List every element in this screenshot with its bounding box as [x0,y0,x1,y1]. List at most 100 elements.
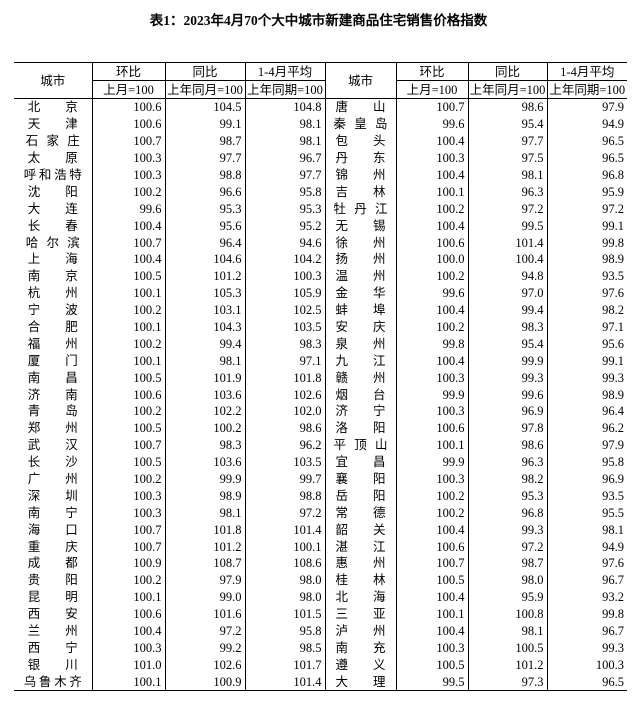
header-row: 城市 环比 同比 1-4月平均 城市 环比 同比 1-4月平均 [14,62,627,99]
city-name: 南宁 [27,505,78,520]
mom-value: 100.4 [395,588,468,606]
city-cell: 扬州 [324,251,396,268]
city-cell: 西宁 [14,640,92,657]
ytd-value: 101.5 [244,605,325,623]
mom-value: 99.8 [395,335,468,353]
table-row: 西安 100.6 101.6 101.5 三亚 100.1 100.8 99.8 [14,605,627,623]
ytd-value: 95.5 [546,504,627,522]
ytd-value: 95.9 [546,183,627,201]
mom-value: 100.2 [395,267,468,285]
price-index-table: 城市 环比 同比 1-4月平均 城市 环比 同比 1-4月平均 上月=100 上… [14,62,627,692]
yoy-value: 97.8 [467,419,547,437]
city-name: 平顶山 [333,438,388,453]
city-cell: 秦皇岛 [324,115,396,133]
yoy-value: 97.5 [467,149,547,167]
city-name: 哈尔滨 [25,235,80,250]
city-name: 蚌埠 [335,303,386,318]
yoy-value: 98.8 [164,166,245,184]
city-cell: 杭州 [14,285,92,302]
city-cell: 遵义 [324,656,396,674]
city-name: 韶关 [335,522,386,537]
mom-value: 100.3 [91,639,165,657]
yoy-value: 98.6 [467,98,547,116]
yoy-value: 98.7 [467,555,547,572]
header-ytd: 1-4月平均 [546,62,627,81]
mom-value: 100.5 [91,453,165,471]
ytd-value: 96.9 [546,470,627,488]
city-cell: 长春 [14,217,92,234]
city-name: 三亚 [335,607,386,622]
yoy-value: 99.4 [467,301,547,319]
table-row: 乌鲁木齐 100.1 100.9 101.4 大理 99.5 97.3 96.5 [14,673,627,692]
city-cell: 唐山 [324,98,396,116]
yoy-value: 101.8 [164,521,245,539]
city-name: 石家庄 [25,134,80,149]
ytd-value: 101.7 [244,656,325,674]
table-row: 重庆 100.7 101.2 100.1 湛江 100.6 97.2 94.9 [14,538,627,556]
yoy-value: 99.3 [467,369,547,387]
yoy-value: 101.2 [467,656,547,674]
city-cell: 深圳 [14,487,92,504]
mom-value: 100.4 [91,217,165,235]
ytd-value: 96.5 [546,132,627,150]
city-name: 呼和浩特 [23,168,82,182]
city-name: 乌鲁木齐 [23,674,82,689]
mom-value: 100.3 [395,403,468,420]
ytd-value: 105.9 [244,284,325,302]
city-name: 郑州 [27,421,78,436]
table-row: 杭州 100.1 105.3 105.9 金华 99.6 97.0 97.6 [14,284,627,302]
yoy-value: 95.4 [467,335,547,353]
yoy-value: 97.2 [164,622,245,640]
city-cell: 锦州 [324,166,396,184]
yoy-value: 96.6 [164,183,245,201]
mom-value: 100.3 [395,470,468,488]
city-cell: 赣州 [324,369,396,387]
header-mom-base: 上月=100 [395,80,468,99]
ytd-value: 98.3 [244,335,325,353]
city-cell: 北京 [14,99,92,116]
yoy-value: 98.1 [164,504,245,522]
yoy-value: 101.2 [164,538,245,556]
mom-value: 99.5 [395,673,468,692]
yoy-value: 100.5 [467,639,547,657]
mom-value: 100.6 [91,605,165,623]
city-cell: 厦门 [14,352,92,369]
mom-value: 100.5 [91,267,165,285]
mom-value: 100.4 [395,301,468,319]
city-name: 青岛 [27,404,78,419]
city-name: 太原 [27,151,78,166]
yoy-value: 101.6 [164,605,245,623]
city-name: 岳阳 [335,488,386,503]
city-name: 吉林 [335,184,386,199]
mom-value: 100.4 [395,352,468,370]
ytd-value: 97.1 [244,352,325,370]
table-row: 南昌 100.5 101.9 101.8 赣州 100.3 99.3 99.3 [14,369,627,387]
mom-value: 100.2 [395,318,468,336]
city-name: 合肥 [27,320,78,335]
city-name: 海口 [27,522,78,537]
yoy-value: 99.9 [467,352,547,370]
ytd-value: 94.6 [244,234,325,252]
city-cell: 三亚 [324,605,396,623]
table-row: 贵阳 100.2 97.9 98.0 桂林 100.5 98.0 96.7 [14,571,627,589]
city-cell: 西安 [14,606,92,623]
ytd-value: 99.1 [546,352,627,370]
mom-value: 100.1 [395,605,468,623]
city-name: 南昌 [27,370,78,385]
city-name: 西安 [27,607,78,622]
city-name: 广州 [27,472,78,487]
header-city: 城市 [14,62,92,99]
city-name: 长春 [27,218,78,233]
city-cell: 石家庄 [14,133,92,150]
city-cell: 呼和浩特 [14,167,92,184]
city-cell: 南昌 [14,369,92,386]
yoy-value: 103.6 [164,453,245,471]
mom-value: 100.6 [395,234,468,252]
ytd-value: 98.1 [244,132,325,150]
mom-value: 100.2 [91,183,165,201]
city-name: 常德 [335,505,386,520]
yoy-value: 99.0 [164,588,245,606]
city-cell: 洛阳 [324,419,396,437]
yoy-value: 100.8 [467,605,547,623]
ytd-value: 98.9 [546,386,627,404]
